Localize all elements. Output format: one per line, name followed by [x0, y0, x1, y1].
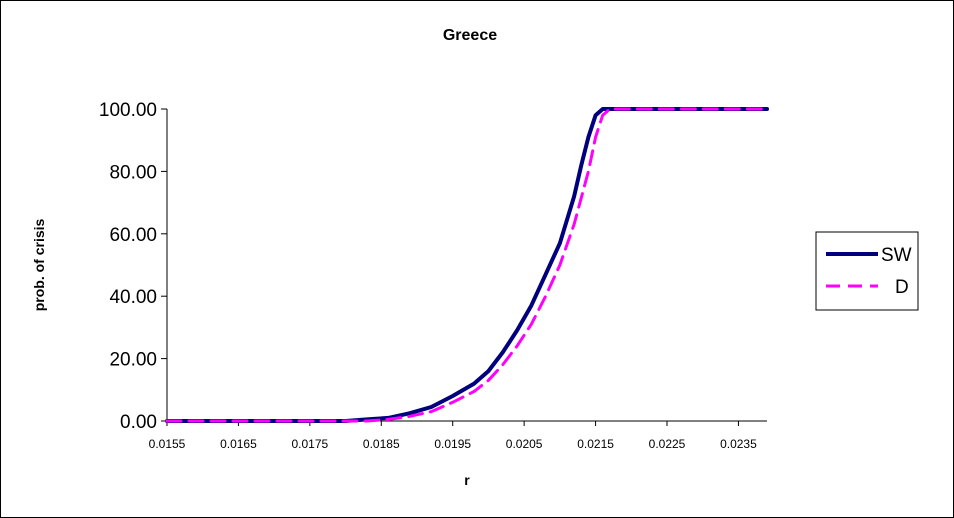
x-tick-label: 0.0195	[434, 437, 471, 451]
y-tick-label: 40.00	[109, 287, 157, 308]
x-axis-label: r	[464, 472, 470, 488]
x-tick-label: 0.0235	[720, 437, 757, 451]
series-line-d	[167, 109, 767, 421]
x-axis: 0.0155 0.0165 0.0175 0.0185 0.0195 0.0205 0.02…	[149, 421, 767, 451]
legend: SW D	[816, 232, 918, 310]
x-tick-label: 0.0175	[292, 437, 329, 451]
y-axis: 0.00 20.00 40.00 60.00 80.00 100.00	[99, 100, 167, 433]
chart-title: Greece	[443, 27, 497, 44]
legend-label-d: D	[895, 277, 909, 298]
x-tick-label: 0.0225	[649, 437, 686, 451]
y-tick-label: 100.00	[99, 100, 157, 121]
y-tick-label: 0.00	[120, 412, 157, 433]
x-tick-label: 0.0205	[506, 437, 543, 451]
series-layer	[167, 109, 767, 421]
x-tick-label: 0.0185	[363, 437, 400, 451]
series-line-sw	[167, 109, 767, 421]
y-tick-label: 80.00	[109, 162, 157, 183]
legend-box	[816, 232, 918, 310]
x-tick-label: 0.0165	[220, 437, 257, 451]
x-tick-label: 0.0155	[149, 437, 186, 451]
y-axis-label: prob. of crisis	[31, 219, 47, 312]
y-tick-label: 60.00	[109, 225, 157, 246]
y-tick-label: 20.00	[109, 350, 157, 371]
x-tick-label: 0.0215	[577, 437, 614, 451]
legend-label-sw: SW	[881, 245, 912, 266]
